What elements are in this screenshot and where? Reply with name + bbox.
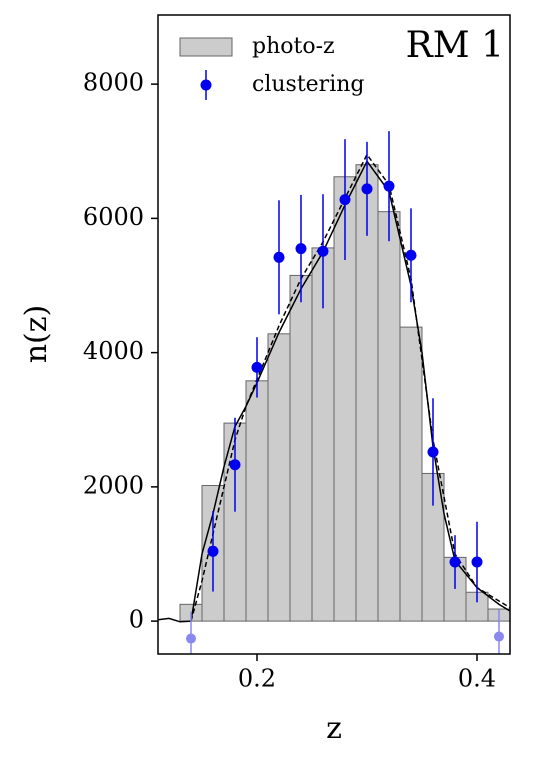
y-tick-label: 6000 [83, 203, 144, 231]
legend-label: photo-z [252, 34, 335, 59]
legend-swatch [200, 79, 212, 91]
data-point [405, 249, 417, 261]
x-tick-label: 0.2 [238, 665, 276, 693]
legend-label: clustering [252, 72, 364, 97]
axes-frame [157, 14, 511, 655]
data-point [207, 545, 219, 557]
data-point [494, 631, 504, 642]
data-point [186, 633, 196, 644]
y-tick-label: 4000 [83, 337, 144, 365]
plot-area [158, 131, 510, 654]
data-point [427, 446, 439, 458]
data-point [295, 243, 307, 255]
histogram-bar [267, 333, 291, 622]
histogram-bar [289, 274, 313, 622]
legend-swatch [179, 37, 233, 57]
data-point [317, 245, 329, 257]
data-point [383, 180, 395, 192]
data-point [229, 459, 241, 471]
model-line [158, 159, 510, 623]
y-tick-label: 8000 [83, 69, 144, 97]
data-point [471, 556, 483, 568]
histogram-bar [377, 211, 401, 622]
data-point [449, 556, 461, 568]
y-axis-label: n(z) [19, 305, 54, 364]
histogram-bar [245, 380, 269, 622]
data-point [361, 183, 373, 195]
y-tick-label: 2000 [83, 471, 144, 499]
data-point [251, 361, 263, 373]
histogram-bar [399, 326, 423, 622]
x-tick-label: 0.4 [458, 665, 496, 693]
data-point [273, 251, 285, 263]
annotation: RM 1 [406, 25, 504, 66]
y-tick-label: 0 [129, 606, 144, 634]
data-point [339, 194, 351, 206]
legend: photo-z clustering [179, 34, 364, 100]
x-axis-label: z [326, 711, 342, 746]
